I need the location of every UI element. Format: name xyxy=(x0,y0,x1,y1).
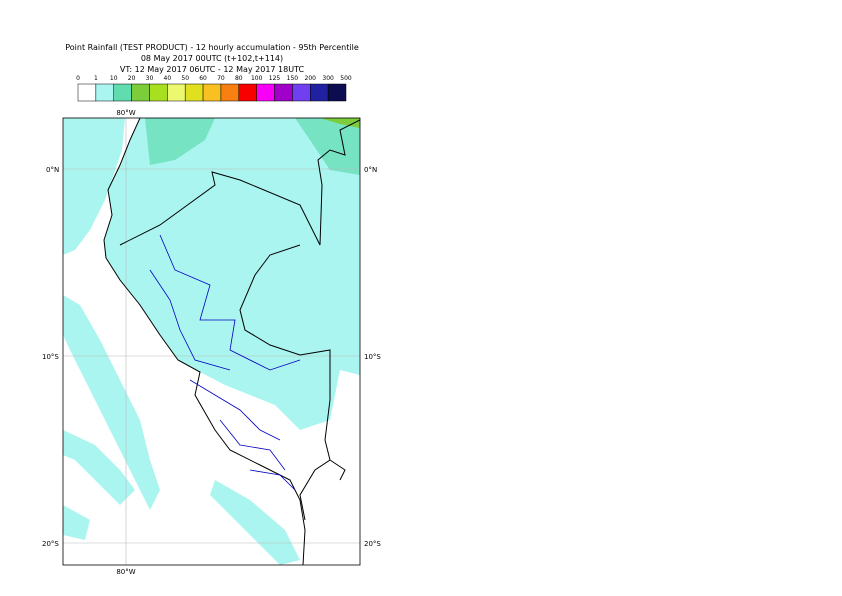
map-frame xyxy=(62,117,361,566)
legend-label: 100 xyxy=(251,75,263,82)
legend-label: 70 xyxy=(217,75,225,82)
legend-swatch xyxy=(149,83,168,102)
legend-label: 20 xyxy=(128,75,136,82)
borders xyxy=(119,119,360,521)
lon-label: 80°W xyxy=(116,109,135,117)
legend-swatch xyxy=(131,83,150,102)
legend-label: 0 xyxy=(76,75,80,82)
valid-time: VT: 12 May 2017 06UTC - 12 May 2017 18UT… xyxy=(120,65,305,74)
title: Point Rainfall (TEST PRODUCT) - 12 hourl… xyxy=(65,43,359,52)
legend-swatch xyxy=(310,83,329,102)
map xyxy=(63,118,360,565)
legend-label: 500 xyxy=(340,75,352,82)
legend: 0 1 10 20 30 40 50 60 70 80 100 125 150 200 300 500 xyxy=(76,75,352,102)
legend-label: 1 xyxy=(94,75,98,82)
legend-swatch xyxy=(167,83,186,102)
rain-sea xyxy=(63,505,90,540)
legend-swatch xyxy=(327,83,347,102)
legend-label: 200 xyxy=(305,75,317,82)
legend-swatch xyxy=(113,83,132,102)
regions xyxy=(149,234,301,491)
legend-swatch xyxy=(95,83,114,102)
rain-sea xyxy=(210,480,300,565)
legend-swatch xyxy=(77,83,97,102)
legend-swatch xyxy=(292,83,311,102)
legend-label: 50 xyxy=(181,75,189,82)
legend-label: 60 xyxy=(199,75,207,82)
legend-swatch xyxy=(202,83,222,102)
legend-swatch xyxy=(184,83,204,102)
rain-land xyxy=(63,118,360,430)
lat-label: 0°N xyxy=(46,166,59,174)
legend-label: 300 xyxy=(322,75,334,82)
rain-sea xyxy=(63,430,135,505)
legend-swatch xyxy=(274,83,293,102)
legend-label: 150 xyxy=(287,75,299,82)
legend-swatch xyxy=(220,83,240,102)
legend-swatch xyxy=(256,83,275,102)
legend-label: 10 xyxy=(110,75,118,82)
lat-label: 20°S xyxy=(364,540,381,548)
legend-label: 40 xyxy=(164,75,172,82)
coastline xyxy=(103,118,306,565)
legend-label: 125 xyxy=(269,75,281,82)
base-time: 08 May 2017 00UTC (t+102,t+114) xyxy=(141,54,283,63)
lat-label: 10°S xyxy=(42,353,59,361)
lat-label: 0°N xyxy=(364,166,377,174)
legend-label: 80 xyxy=(235,75,243,82)
rain-10-20 xyxy=(145,118,360,175)
rain-sea xyxy=(63,295,160,510)
grid xyxy=(63,118,360,565)
rain-sea xyxy=(63,118,125,255)
legend-label: 30 xyxy=(146,75,154,82)
lat-label: 10°S xyxy=(364,353,381,361)
legend-swatch xyxy=(238,83,257,102)
lat-label: 20°S xyxy=(42,540,59,548)
lon-label: 80°W xyxy=(116,568,135,576)
